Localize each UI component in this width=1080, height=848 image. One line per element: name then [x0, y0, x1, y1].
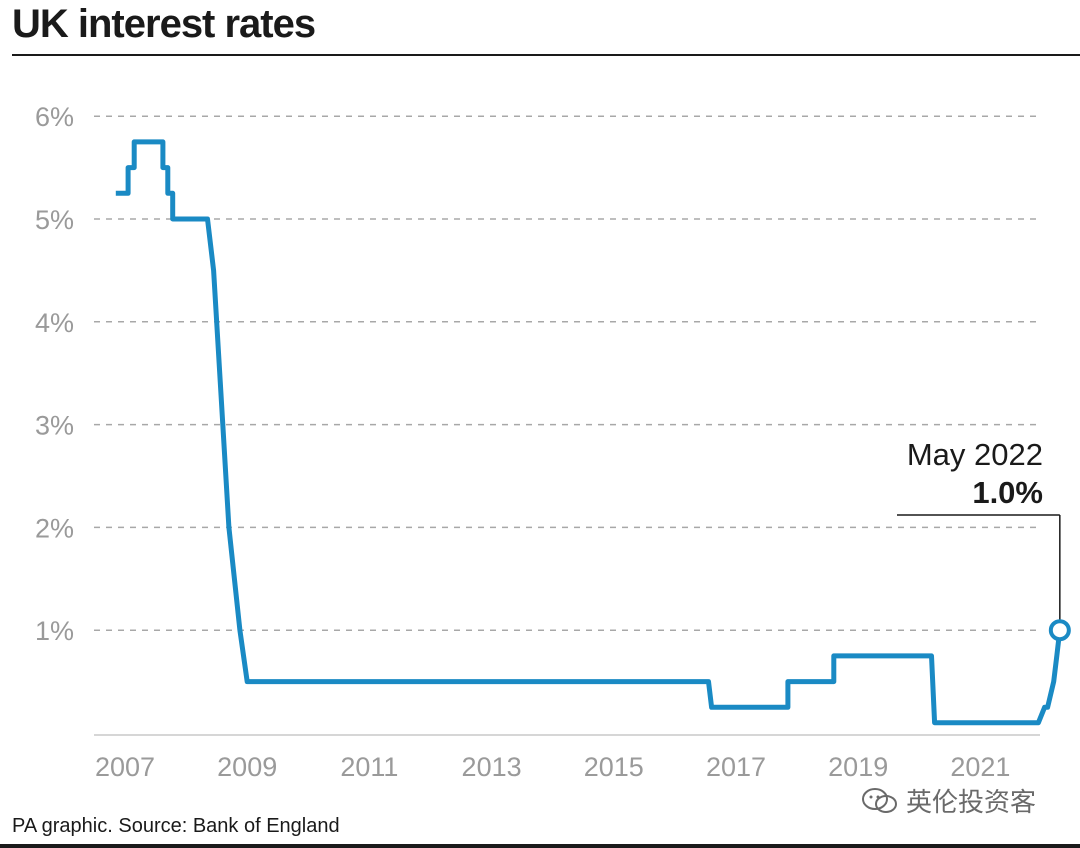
watermark-text: 英伦投资客 [906, 787, 1037, 817]
latest-point-marker [1048, 619, 1071, 642]
x-tick-label: 2011 [340, 752, 398, 782]
x-tick-label: 2013 [462, 752, 522, 782]
x-tick-label: 2007 [95, 752, 155, 782]
wechat-icon [862, 787, 897, 813]
y-tick-label: 1% [35, 616, 74, 646]
x-tick-label: 2009 [217, 752, 277, 782]
y-tick-label: 6% [35, 102, 74, 132]
source-note: PA graphic. Source: Bank of England [12, 815, 340, 837]
y-tick-label: 2% [35, 513, 74, 543]
grid-lines [94, 115, 1040, 631]
annotation-value: 1.0% [972, 475, 1043, 510]
title-rule [12, 54, 1080, 56]
x-axis-ticks: 2007 2009 2011 2013 2015 2017 2019 2021 [95, 752, 1010, 782]
x-tick-label: 2021 [950, 752, 1010, 782]
annotation: May 2022 1.0% [897, 437, 1071, 642]
y-tick-label: 5% [35, 205, 74, 235]
y-tick-label: 4% [35, 308, 74, 338]
annotation-date: May 2022 [907, 437, 1043, 472]
series-line [115, 139, 1063, 726]
y-tick-label: 3% [35, 411, 74, 441]
y-axis-ticks: 1% 2% 3% 4% 5% 6% [35, 102, 74, 646]
x-tick-label: 2015 [584, 752, 644, 782]
x-tick-label: 2017 [706, 752, 766, 782]
bottom-rule [0, 844, 1080, 848]
chart-title: UK interest rates [12, 2, 316, 46]
line-chart: 1% 2% 3% 4% 5% 6% 2007 2009 2011 2013 2015 2017 201… [35, 102, 1071, 782]
x-tick-label: 2019 [828, 752, 888, 782]
watermark: 英伦投资客 [860, 782, 1036, 819]
